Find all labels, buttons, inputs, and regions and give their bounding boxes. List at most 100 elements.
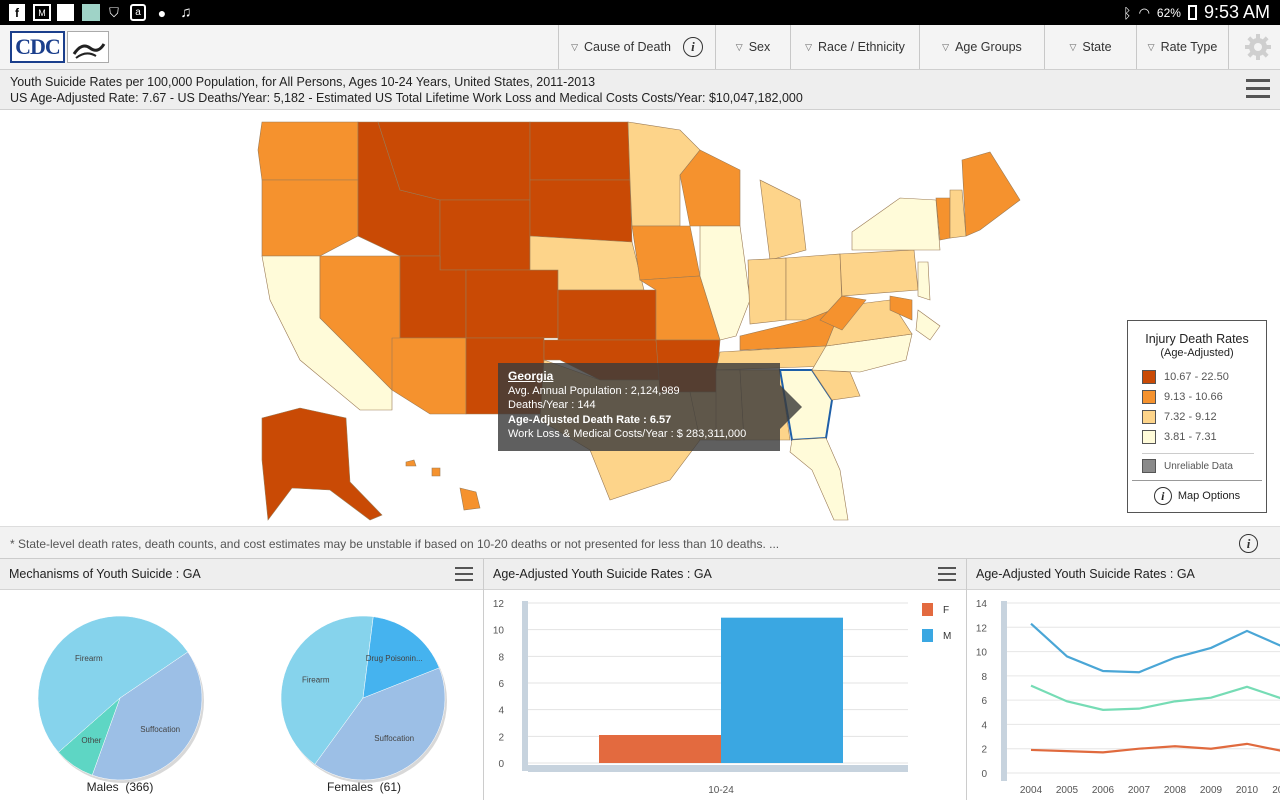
x-tick-label: 2011 — [1272, 785, 1280, 796]
tooltip-population-row: Avg. Annual Population : 2,124,989 — [508, 384, 770, 399]
chevron-down-icon: ▽ — [942, 41, 950, 52]
us-map[interactable] — [0, 110, 1280, 526]
legend-label: 10.67 - 22.50 — [1164, 371, 1229, 383]
tooltip-rate-row: Age-Adjusted Death Rate : 6.57 — [508, 413, 770, 428]
state-new-hampshire — [949, 189, 967, 239]
tooltip-rate: 6.57 — [649, 413, 672, 426]
y-tick-label: 12 — [976, 623, 988, 634]
line-chart: 0 2 4 6 8 10 12 14 2004 2005 2006 2007 2008 2009 2010 2… — [976, 599, 1280, 796]
legend-items: 10.67 - 22.50 9.13 - 10.66 7.32 - 9.12 3… — [1128, 359, 1266, 478]
report-subtitle: US Age-Adjusted Rate: 7.67 - US Deaths/Y… — [10, 91, 803, 105]
y-tick-label: 12 — [493, 599, 505, 610]
clock: 9:53 AM — [1203, 2, 1270, 22]
info-icon[interactable]: i — [1239, 534, 1258, 553]
legend-title: Injury Death Rates — [1145, 332, 1249, 346]
cdc-logo[interactable]: CDC — [10, 31, 65, 63]
legend-label: F — [943, 605, 949, 616]
state-tooltip: Georgia Avg. Annual Population : 2,124,9… — [498, 363, 802, 451]
legend-item[interactable]: 10.67 - 22.50 — [1142, 367, 1266, 387]
battery-icon — [1187, 5, 1197, 20]
legend-swatch — [1142, 430, 1156, 444]
pie-males: Suffocation Other Firearm — [37, 615, 204, 783]
legend-label: 7.32 - 9.12 — [1164, 411, 1217, 423]
panel-title: Mechanisms of Youth Suicide : GA — [9, 567, 201, 581]
state-hawaii-2 — [431, 467, 441, 477]
y-tick-label: 4 — [981, 720, 987, 731]
y-tick-label: 10 — [493, 626, 505, 637]
y-axis-bar — [1001, 601, 1007, 781]
filter-sex[interactable]: ▽ Sex — [715, 25, 790, 69]
y-tick-label: 14 — [976, 599, 988, 610]
drop-icon: ● — [157, 4, 167, 21]
menu-icon[interactable] — [1246, 79, 1270, 99]
shield-icon: ⛉ — [109, 4, 119, 20]
x-tick-label: 2009 — [1200, 785, 1223, 796]
tooltip-costs-label: Work Loss & Medical Costs/Year : — [508, 428, 674, 440]
state-florida — [789, 437, 849, 521]
filter-label: Sex — [748, 40, 771, 54]
state-south-dakota — [529, 179, 633, 243]
pie-slice-label: Firearm — [75, 654, 103, 663]
status-right: ᛒ ◠ 62% 9:53 AM — [1123, 2, 1270, 23]
menu-icon[interactable] — [938, 567, 956, 581]
state-minnesota — [627, 121, 701, 227]
tooltip-costs-row: Work Loss & Medical Costs/Year : $ 283,3… — [508, 427, 770, 442]
line-series-2[interactable] — [1030, 742, 1280, 754]
filter-rate-type[interactable]: ▽ Rate Type — [1136, 25, 1228, 69]
tooltip-pointer — [780, 385, 802, 429]
filter-state[interactable]: ▽ State — [1044, 25, 1136, 69]
state-pennsylvania — [839, 249, 919, 297]
filter-race-ethnicity[interactable]: ▽ Race / Ethnicity — [790, 25, 919, 69]
state-arizona — [391, 337, 467, 415]
footnote-text: * State-level death rates, death counts,… — [10, 537, 780, 551]
legend-item[interactable]: 3.81 - 7.31 — [1142, 427, 1266, 447]
pie-slice[interactable] — [280, 615, 374, 765]
x-tick-label: 2005 — [1056, 785, 1079, 796]
state-washington — [257, 121, 359, 181]
y-tick-label: 0 — [981, 769, 987, 780]
settings-area — [1228, 25, 1280, 69]
pie-slice[interactable] — [91, 651, 203, 781]
legend-swatch — [1142, 370, 1156, 384]
tooltip-state: Georgia — [508, 369, 554, 383]
legend-label: 3.81 - 7.31 — [1164, 431, 1217, 443]
info-icon[interactable]: i — [682, 37, 703, 57]
pie-slice-label: Drug Poisonin... — [366, 654, 423, 663]
legend-label: 9.13 - 10.66 — [1164, 391, 1223, 403]
legend-label: M — [943, 631, 951, 642]
mechanisms-panel: Mechanisms of Youth Suicide : GA Suffoca… — [0, 559, 484, 800]
panel-header: Age-Adjusted Youth Suicide Rates : GA — [484, 559, 966, 590]
line-series-1[interactable] — [1030, 684, 1280, 711]
hhs-logo[interactable] — [67, 31, 109, 63]
tooltip-deaths-label: Deaths/Year : — [508, 399, 575, 411]
y-tick-label: 8 — [498, 652, 504, 663]
filter-label: Rate Type — [1160, 40, 1218, 54]
pie-slice[interactable] — [314, 667, 446, 781]
map-options-button[interactable]: i Map Options — [1128, 481, 1266, 511]
legend-item[interactable]: 7.32 - 9.12 — [1142, 407, 1266, 427]
y-tick-label: 10 — [976, 648, 988, 659]
x-tick-label: 2008 — [1164, 785, 1187, 796]
legend-unreliable[interactable]: Unreliable Data — [1142, 454, 1266, 478]
status-bar: f M ⛉ a ● ♫ ᛒ ◠ 62% 9:53 AM — [0, 0, 1280, 25]
bar-M[interactable] — [721, 617, 843, 763]
bar-F[interactable] — [599, 735, 721, 763]
filter-cause-of-death[interactable]: ▽ Cause of Death i — [558, 25, 715, 69]
state-new-york — [851, 197, 941, 251]
x-tick-label: 2006 — [1092, 785, 1115, 796]
gear-icon[interactable] — [1244, 33, 1272, 61]
chevron-down-icon: ▽ — [735, 41, 743, 52]
y-axis-bar — [522, 601, 528, 771]
report-header: Youth Suicide Rates per 100,000 Populati… — [0, 70, 1280, 110]
pie-slice[interactable] — [37, 615, 189, 753]
footnote-bar: * State-level death rates, death counts,… — [0, 526, 1280, 559]
menu-icon[interactable] — [455, 567, 473, 581]
y-tick-label: 4 — [498, 706, 504, 717]
line-series-0[interactable] — [1030, 622, 1280, 674]
pie-slice[interactable] — [362, 616, 440, 699]
filter-age-groups[interactable]: ▽ Age Groups — [919, 25, 1044, 69]
x-axis-bar — [528, 765, 908, 772]
legend-item[interactable]: 9.13 - 10.66 — [1142, 387, 1266, 407]
legend-swatch — [1142, 390, 1156, 404]
state-maine — [961, 151, 1021, 237]
